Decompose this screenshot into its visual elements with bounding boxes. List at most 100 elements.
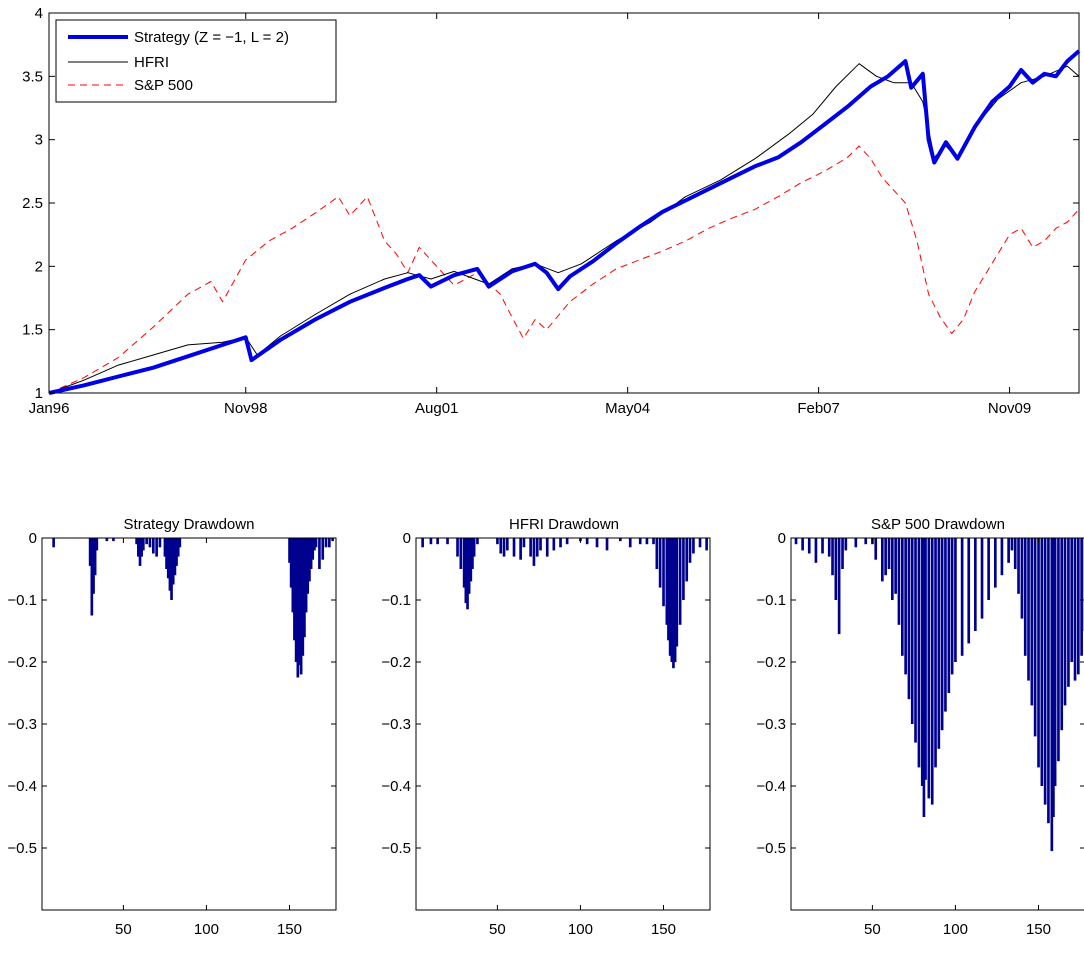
drawdown-bar xyxy=(585,538,589,545)
drawdown-bar xyxy=(1063,538,1067,706)
drawdown-bar xyxy=(296,538,300,678)
drawdown-bar xyxy=(891,538,894,600)
y-tick-label: 1.5 xyxy=(22,322,43,339)
drawdown-bar xyxy=(1053,538,1057,786)
drawdown-bar xyxy=(1020,538,1024,619)
drawdown-bar xyxy=(920,538,924,786)
drawdown-bar xyxy=(901,538,904,656)
drawdown-bar xyxy=(95,538,99,551)
drawdown-bar xyxy=(884,538,887,576)
drawdown-bar xyxy=(874,538,878,560)
x-tick-label: 50 xyxy=(489,921,506,938)
drawdown-bar xyxy=(313,538,316,551)
drawdown-bar xyxy=(137,538,140,557)
drawdown-bar xyxy=(105,538,109,542)
drawdown-bar xyxy=(1033,538,1037,737)
drawdown-bar xyxy=(907,538,911,700)
drawdown-bar xyxy=(994,538,997,588)
drawdown-bar xyxy=(92,538,95,594)
drawdown-bar xyxy=(289,538,293,588)
drawdown-bar xyxy=(155,538,158,557)
drawdown-bar xyxy=(834,538,838,600)
drawdown-bar xyxy=(462,538,466,588)
y-tick-label: −0.2 xyxy=(381,654,411,671)
drawdown-bar xyxy=(535,538,539,557)
drawdown-bar xyxy=(545,538,549,557)
drawdown-bar xyxy=(645,538,649,545)
drawdown-bar xyxy=(170,538,173,600)
drawdown-bar xyxy=(459,538,463,569)
drawdown-bar xyxy=(471,538,474,569)
hfri-drawdown-title: HFRI Drawdown xyxy=(509,516,619,533)
y-tick-label: −0.1 xyxy=(381,592,411,609)
drawdown-bar xyxy=(897,538,901,625)
drawdown-bar xyxy=(917,538,921,768)
drawdown-bar xyxy=(175,538,178,566)
drawdown-bar xyxy=(178,538,182,548)
drawdown-bar xyxy=(298,538,301,666)
drawdown-bar xyxy=(288,538,291,563)
drawdown-bar xyxy=(685,538,689,582)
drawdown-bar xyxy=(502,538,506,557)
x-tick-label: Jan96 xyxy=(29,400,70,417)
drawdown-bar xyxy=(145,538,148,545)
drawdown-bar xyxy=(506,538,509,551)
drawdown-bar xyxy=(667,538,670,641)
drawdown-bar xyxy=(142,538,145,551)
drawdown-bar xyxy=(303,538,306,638)
y-tick-label: 2.5 xyxy=(22,195,43,212)
drawdown-bar xyxy=(93,538,97,576)
drawdown-bar xyxy=(1057,538,1060,762)
drawdown-bar xyxy=(464,538,468,604)
y-tick-label: −0.2 xyxy=(756,654,786,671)
drawdown-bar xyxy=(924,538,927,780)
drawdown-bar xyxy=(940,538,944,731)
y-tick-label: 4 xyxy=(35,5,43,22)
cumulative-return-chart: 1 1.5 2 2.5 3 3.5 4 Jan96 Nov98 Aug01 May04 Feb07 N… xyxy=(22,5,1081,417)
x-tick-label: 50 xyxy=(115,921,132,938)
drawdown-bar xyxy=(688,538,692,563)
drawdown-bar xyxy=(328,538,331,548)
x-tick-label: Aug01 xyxy=(415,400,458,417)
drawdown-bar xyxy=(559,538,562,548)
y-tick-label: −0.4 xyxy=(756,778,786,795)
drawdown-bar xyxy=(148,538,152,548)
drawdown-bar xyxy=(1052,538,1055,817)
drawdown-bar xyxy=(827,538,831,557)
drawdown-bar xyxy=(1000,538,1004,576)
drawdown-bar xyxy=(318,538,321,569)
drawdown-bar xyxy=(678,538,682,625)
y-tick-label: −0.1 xyxy=(756,592,786,609)
drawdown-bar xyxy=(934,538,937,768)
drawdown-bar xyxy=(974,538,977,631)
drawdown-bar xyxy=(436,538,439,545)
drawdown-bar xyxy=(324,538,328,548)
drawdown-bar xyxy=(944,538,947,712)
drawdown-bar xyxy=(552,538,556,551)
drawdown-bar xyxy=(619,538,622,542)
top-x-axis: Jan96 Nov98 Aug01 May04 Feb07 Nov09 xyxy=(29,13,1031,417)
series-line-2 xyxy=(48,145,1080,394)
drawdown-bar xyxy=(947,538,951,693)
drawdown-bar xyxy=(138,538,142,566)
drawdown-bar xyxy=(652,538,655,545)
drawdown-bar xyxy=(469,538,473,582)
drawdown-bar xyxy=(135,538,138,545)
y-tick-label: −0.1 xyxy=(7,592,37,609)
drawdown-bar xyxy=(539,538,542,551)
drawdown-bar xyxy=(807,538,811,554)
drawdown-bar xyxy=(311,538,315,560)
drawdown-bar xyxy=(158,538,162,548)
drawdown-bar xyxy=(1023,538,1027,656)
drawdown-bar xyxy=(314,538,318,548)
drawdown-bar xyxy=(831,538,834,576)
drawdown-bar xyxy=(519,538,522,560)
y-tick-label: −0.5 xyxy=(7,840,37,857)
drawdown-bar xyxy=(321,538,325,560)
legend-label-strategy: Strategy (Z = −1, L = 2) xyxy=(134,29,289,46)
drawdown-bar xyxy=(821,538,824,554)
drawdown-bar xyxy=(854,538,858,548)
strategy-drawdown-title: Strategy Drawdown xyxy=(124,516,255,533)
drawdown-bar xyxy=(456,538,459,557)
drawdown-bar xyxy=(293,538,296,641)
